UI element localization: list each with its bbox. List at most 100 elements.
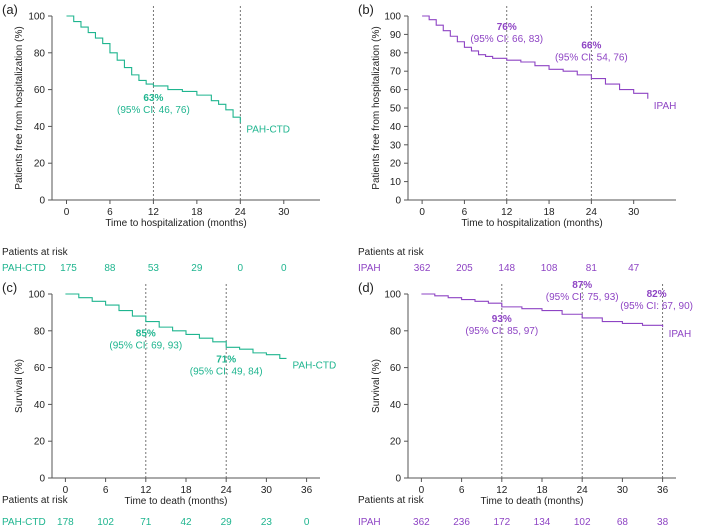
risk-count: 102 bbox=[574, 517, 591, 528]
y-tick-label: 20 bbox=[34, 437, 46, 448]
x-tick-label: 6 bbox=[103, 485, 109, 496]
risk-count: 178 bbox=[57, 517, 74, 528]
x-tick-label: 12 bbox=[140, 485, 152, 496]
annotation-ci: (95% CI: 46, 76) bbox=[117, 105, 190, 116]
km-curve-ipah bbox=[422, 15, 649, 99]
x-tick-label: 12 bbox=[501, 207, 513, 218]
annotation-ci: (95% CI: 67, 90) bbox=[620, 301, 693, 312]
annotation-ci: (95% CI: 85, 97) bbox=[465, 326, 538, 337]
y-tick-label: 60 bbox=[34, 363, 46, 374]
x-tick-label: 0 bbox=[419, 207, 425, 218]
risk-table-header: Patients at risk bbox=[358, 495, 425, 506]
series-label: PAH-CTD bbox=[293, 360, 337, 371]
risk-table-header: Patients at risk bbox=[358, 247, 425, 258]
x-tick-label: 24 bbox=[577, 485, 589, 496]
panel-label: (c) bbox=[2, 280, 17, 295]
panel-d: (d) 0 20 40 60 80 100 0 6 12 18 24 30 36 Time to death… bbox=[358, 280, 693, 528]
annotation-percent: 66% bbox=[581, 41, 601, 52]
y-axis-label: Patients free from hospitalization (%) bbox=[14, 26, 25, 189]
risk-count: 172 bbox=[493, 517, 510, 528]
annotation-ci: (95% CI: 49, 84) bbox=[190, 366, 263, 377]
y-tick-label: 0 bbox=[39, 196, 45, 207]
risk-count: 38 bbox=[657, 517, 669, 528]
km-curve-ipah bbox=[421, 293, 664, 328]
y-tick-label: 80 bbox=[390, 48, 402, 59]
risk-count: 134 bbox=[534, 517, 551, 528]
annotation-percent: 87% bbox=[572, 280, 592, 291]
annotation-percent: 63% bbox=[143, 93, 163, 104]
annotation-percent: 71% bbox=[216, 354, 236, 365]
y-axis-label: Survival (%) bbox=[371, 359, 382, 413]
risk-count: 47 bbox=[628, 263, 640, 274]
risk-table-header: Patients at risk bbox=[2, 247, 69, 258]
x-tick-label: 30 bbox=[278, 207, 290, 218]
risk-count: 362 bbox=[413, 517, 430, 528]
y-tick-label: 0 bbox=[395, 474, 401, 485]
y-tick-label: 100 bbox=[384, 12, 401, 23]
risk-table-group: IPAH bbox=[358, 263, 381, 274]
x-tick-label: 24 bbox=[221, 485, 233, 496]
y-tick-label: 20 bbox=[390, 437, 402, 448]
x-tick-label: 6 bbox=[107, 207, 113, 218]
y-tick-label: 80 bbox=[34, 326, 46, 337]
risk-count: 148 bbox=[498, 263, 515, 274]
x-axis-label: Time to death (months) bbox=[480, 496, 583, 507]
y-tick-label: 80 bbox=[390, 326, 402, 337]
y-tick-label: 40 bbox=[390, 122, 402, 133]
risk-count: 236 bbox=[453, 517, 470, 528]
risk-count: 42 bbox=[180, 517, 192, 528]
risk-count: 205 bbox=[456, 263, 473, 274]
x-tick-label: 24 bbox=[235, 207, 247, 218]
risk-table-header: Patients at risk bbox=[2, 495, 69, 506]
x-tick-label: 6 bbox=[462, 207, 468, 218]
risk-count: 53 bbox=[148, 263, 160, 274]
x-axis-label: Time to death (months) bbox=[124, 496, 227, 507]
y-tick-label: 60 bbox=[34, 85, 46, 96]
y-tick-label: 10 bbox=[390, 177, 402, 188]
x-axis-label: Time to hospitalization (months) bbox=[461, 218, 602, 229]
risk-count: 68 bbox=[617, 517, 629, 528]
x-tick-label: 12 bbox=[148, 207, 160, 218]
x-tick-label: 30 bbox=[617, 485, 629, 496]
y-axis-label: Patients free from hospitalization (%) bbox=[371, 26, 382, 189]
risk-count: 23 bbox=[261, 517, 273, 528]
risk-count: 88 bbox=[104, 263, 116, 274]
x-tick-label: 12 bbox=[496, 485, 508, 496]
y-tick-label: 100 bbox=[384, 290, 401, 301]
y-tick-label: 80 bbox=[34, 48, 46, 59]
risk-count: 102 bbox=[97, 517, 114, 528]
y-tick-label: 60 bbox=[390, 85, 402, 96]
x-tick-label: 0 bbox=[63, 485, 69, 496]
series-label: IPAH bbox=[669, 329, 692, 340]
series-label: PAH-CTD bbox=[246, 125, 290, 136]
x-tick-label: 30 bbox=[261, 485, 273, 496]
y-tick-label: 0 bbox=[395, 196, 401, 207]
y-tick-label: 100 bbox=[28, 12, 45, 23]
annotation-ci: (95% CI: 75, 93) bbox=[546, 292, 619, 303]
x-tick-label: 18 bbox=[191, 207, 203, 218]
risk-count: 108 bbox=[541, 263, 558, 274]
y-tick-label: 50 bbox=[390, 104, 402, 115]
panel-label: (b) bbox=[358, 2, 374, 17]
y-tick-label: 40 bbox=[34, 122, 46, 133]
x-tick-label: 36 bbox=[657, 485, 669, 496]
annotation-percent: 82% bbox=[647, 289, 667, 300]
annotation-ci: (95% CI: 66, 83) bbox=[470, 34, 543, 45]
x-tick-label: 18 bbox=[536, 485, 548, 496]
panel-label: (d) bbox=[358, 280, 374, 295]
risk-count: 81 bbox=[586, 263, 598, 274]
risk-count: 71 bbox=[140, 517, 152, 528]
panel-b: (b) 0 10 20 30 40 50 60 70 80 90 100 0 6 12 18 24 30 Time … bbox=[358, 2, 676, 274]
annotation-ci: (95% CI: 69, 93) bbox=[109, 341, 182, 352]
series-label: IPAH bbox=[654, 101, 677, 112]
x-tick-label: 6 bbox=[459, 485, 465, 496]
annotation-ci: (95% CI: 54, 76) bbox=[555, 53, 628, 64]
y-tick-label: 0 bbox=[39, 474, 45, 485]
risk-table-group: IPAH bbox=[358, 517, 381, 528]
y-axis-label: Survival (%) bbox=[14, 359, 25, 413]
x-tick-label: 18 bbox=[180, 485, 192, 496]
y-tick-label: 100 bbox=[28, 290, 45, 301]
risk-count: 0 bbox=[238, 263, 244, 274]
y-tick-label: 60 bbox=[390, 363, 402, 374]
